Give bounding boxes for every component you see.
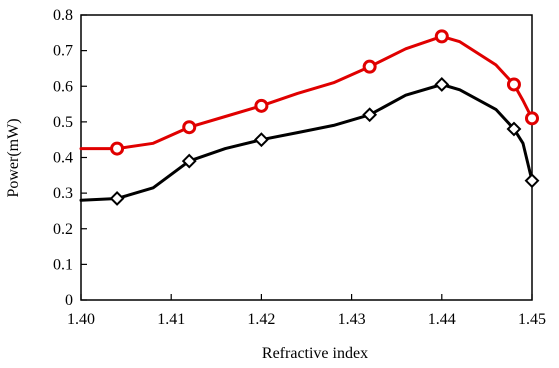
y-tick-label: 0 [65, 292, 73, 309]
series-2-point [524, 173, 540, 189]
series-1-point [506, 77, 521, 92]
y-tick-label: 0.8 [53, 7, 73, 24]
y-tick-label: 0.7 [53, 43, 73, 60]
series-2 [79, 77, 540, 206]
x-tick-label: 1.42 [247, 311, 275, 328]
series-2-point [362, 107, 378, 123]
series-1-point [362, 59, 377, 74]
series-2-point [434, 77, 450, 92]
x-tick-label: 1.45 [518, 311, 546, 328]
series-1 [79, 29, 539, 156]
y-axis-ticks: 0 0.1 0.2 0.3 0.4 0.5 0.6 0.7 0.8 [53, 7, 87, 309]
x-tick-label: 1.40 [67, 311, 95, 328]
y-axis-label: Power(mW) [5, 118, 22, 197]
plot-frame [80, 14, 533, 301]
series-2-line [79, 83, 534, 202]
series-1-line [79, 34, 534, 151]
series-2-point [109, 191, 125, 206]
series-layer [79, 29, 540, 206]
x-tick-label: 1.44 [428, 311, 456, 328]
x-tick-label: 1.43 [338, 311, 366, 328]
series-1-point [254, 98, 269, 113]
series-2-point [181, 153, 197, 169]
series-1-point [434, 29, 449, 44]
x-axis-ticks: 1.40 1.41 1.42 1.43 1.44 1.45 [67, 294, 546, 328]
x-axis-label: Refractive index [262, 345, 368, 362]
y-tick-label: 0.3 [53, 185, 73, 202]
series-1-point [110, 141, 125, 156]
series-2-point [506, 121, 522, 137]
y-tick-label: 0.1 [53, 256, 73, 273]
series-1-point [525, 111, 539, 126]
y-tick-label: 0.6 [53, 78, 73, 95]
y-tick-label: 0.5 [53, 114, 73, 131]
series-2-point [253, 132, 269, 148]
y-tick-label: 0.2 [53, 221, 73, 238]
series-1-point [182, 120, 197, 135]
y-tick-label: 0.4 [53, 150, 73, 167]
plot-area [80, 14, 533, 301]
x-tick-label: 1.41 [157, 311, 185, 328]
